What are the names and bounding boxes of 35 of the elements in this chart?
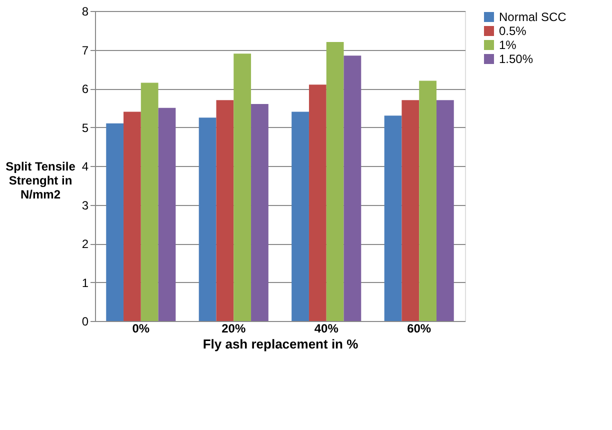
bar	[436, 100, 454, 321]
x-tick-label: 40%	[314, 322, 339, 336]
x-tick-label: 20%	[222, 322, 246, 336]
bar	[216, 100, 234, 321]
legend-label: 1.50%	[499, 52, 534, 66]
y-tick-label: 5	[82, 120, 89, 135]
bar	[198, 118, 216, 321]
y-tick-label: 3	[82, 198, 89, 212]
bar	[234, 54, 252, 321]
bar	[106, 123, 124, 321]
x-tick-label: 60%	[407, 322, 432, 336]
x-axis-title: Fly ash replacement in %	[202, 336, 359, 352]
x-tick-label: 0%	[132, 322, 150, 336]
bar	[251, 104, 268, 321]
bar	[344, 56, 362, 321]
y-axis-title: Split Tensile Strenght in N/mm2	[6, 160, 76, 202]
bar	[402, 100, 420, 321]
y-tick-label: 6	[82, 82, 89, 96]
y-tick-label: 1	[82, 276, 89, 290]
bar	[292, 112, 309, 321]
bar	[158, 108, 176, 321]
legend-label: Normal SCC	[499, 10, 567, 24]
y-tick-label: 8	[82, 4, 89, 18]
bar	[384, 116, 402, 321]
bar	[140, 82, 158, 321]
bar	[326, 42, 344, 321]
bar	[124, 112, 141, 321]
bar	[419, 80, 436, 321]
y-tick-label: 7	[82, 43, 89, 58]
bar	[308, 84, 326, 321]
y-tick-label: 0	[82, 314, 89, 328]
legend-label: 1%	[499, 38, 517, 52]
y-tick-label: 2	[82, 237, 89, 251]
y-tick-label: 4	[82, 160, 89, 174]
legend-label: 0.5%	[499, 24, 527, 38]
